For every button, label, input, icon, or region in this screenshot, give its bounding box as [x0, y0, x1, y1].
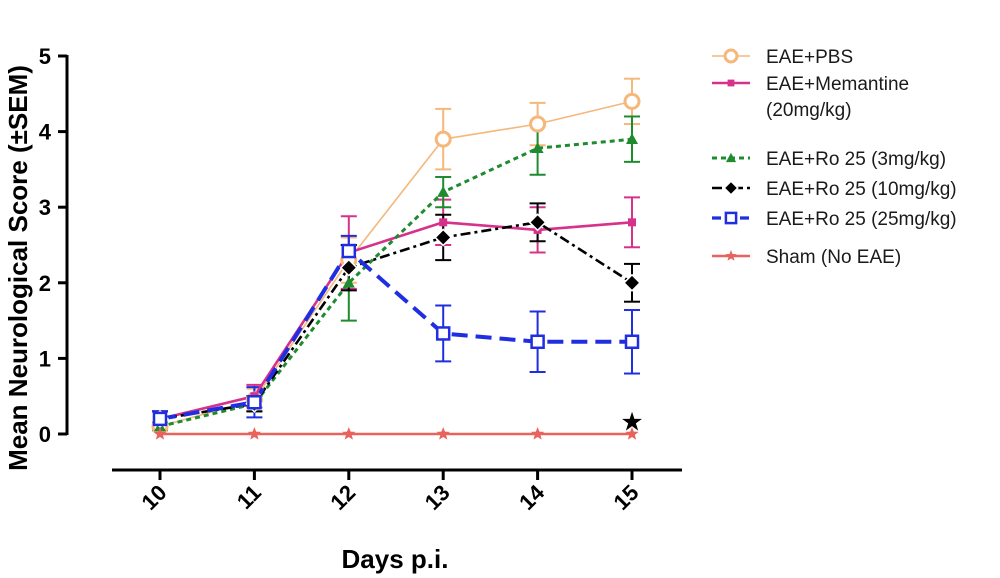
data-point-sham-no-eae: [530, 427, 545, 440]
series-lines: [159, 100, 633, 436]
data-point-eae-pbs: [434, 130, 452, 148]
data-point-eae-ro-25-25mg-kg: [435, 326, 451, 341]
data-point-eae-ro-25-10mg-kg: [622, 273, 642, 292]
data-point-eae-pbs: [529, 115, 547, 133]
y-tick-label: 1: [39, 346, 51, 371]
y-tick-label: 3: [39, 195, 51, 220]
legend-label-eae-memantine-line2: (20mg/kg): [766, 100, 852, 121]
data-point-eae-ro-25-3mg-kg: [342, 276, 355, 288]
data-point-eae-ro-25-3mg-kg: [626, 133, 638, 144]
data-point-eae-ro-25-25mg-kg: [530, 334, 545, 350]
legend-marker-eae-pbs: [723, 48, 739, 64]
annotations: ★: [620, 407, 643, 437]
legend-marker-sham-no-eae: [725, 250, 737, 261]
data-point-eae-ro-25-3mg-kg: [437, 186, 450, 197]
y-tick-label: 0: [39, 422, 51, 447]
data-point-eae-memantine: [628, 218, 636, 227]
data-point-eae-ro-25-25mg-kg: [247, 394, 262, 410]
series-line-eae-pbs: [159, 100, 633, 428]
legend-marker-eae-ro-25-3mg-kg: [725, 152, 737, 163]
data-point-eae-ro-25-25mg-kg: [152, 411, 168, 427]
data-point-eae-ro-25-25mg-kg: [341, 243, 357, 259]
legend-label-eae-ro-25-25mg-kg: EAE+Ro 25 (25mg/kg): [766, 209, 957, 230]
legend-marker-eae-ro-25-25mg-kg: [724, 211, 738, 225]
y-axis-label: Mean Neurological Score (±SEM): [3, 65, 33, 471]
data-point-sham-no-eae: [153, 427, 167, 440]
y-tick-label: 5: [39, 44, 51, 69]
series-markers: [150, 92, 642, 440]
data-point-sham-no-eae: [247, 427, 262, 440]
y-tick-label: 2: [39, 271, 51, 296]
data-point-sham-no-eae: [436, 427, 450, 440]
series-line-eae-ro-25-25mg-kg: [159, 249, 632, 421]
data-point-eae-memantine: [439, 218, 448, 227]
data-point-eae-ro-25-10mg-kg: [434, 228, 453, 247]
x-tick-label: 10: [137, 480, 172, 515]
data-point-eae-ro-25-10mg-kg: [528, 213, 547, 232]
legend-marker-eae-ro-25-10mg-kg: [723, 180, 739, 196]
series-line-eae-ro-25-3mg-kg: [159, 137, 633, 428]
legend-label-eae-ro-25-10mg-kg: EAE+Ro 25 (10mg/kg): [766, 179, 957, 200]
x-tick-label: 15: [609, 480, 644, 515]
data-point-eae-ro-25-3mg-kg: [531, 142, 544, 154]
legend-label-eae-memantine: EAE+Memantine: [766, 74, 909, 95]
data-point-eae-ro-25-25mg-kg: [624, 334, 640, 350]
data-point-eae-pbs: [623, 92, 641, 110]
series-line-eae-memantine: [159, 221, 633, 421]
legend-label-eae-pbs: EAE+PBS: [766, 47, 853, 68]
error-bars: [152, 77, 640, 432]
data-point-sham-no-eae: [342, 427, 356, 440]
x-tick-label: 12: [325, 480, 360, 515]
legend: EAE+PBS EAE+Memantine (20mg/kg) EAE+Ro 25 (…: [712, 47, 957, 268]
x-tick-label: 11: [232, 480, 266, 514]
x-tick-label: 13: [420, 480, 455, 515]
y-tick-label: 4: [39, 120, 52, 145]
data-point-eae-ro-25-10mg-kg: [339, 258, 358, 277]
legend-label-sham-no-eae: Sham (No EAE): [766, 247, 901, 268]
data-point-sham-no-eae: [625, 427, 639, 440]
significance-star: ★: [620, 407, 643, 437]
x-axis-label: Days p.i.: [342, 544, 449, 574]
legend-marker-eae-memantine: [727, 79, 735, 87]
series-line-eae-ro-25-10mg-kg: [159, 221, 633, 421]
x-tick-label: 14: [514, 479, 550, 515]
legend-label-eae-ro-25-3mg-kg: EAE+Ro 25 (3mg/kg): [766, 149, 946, 170]
